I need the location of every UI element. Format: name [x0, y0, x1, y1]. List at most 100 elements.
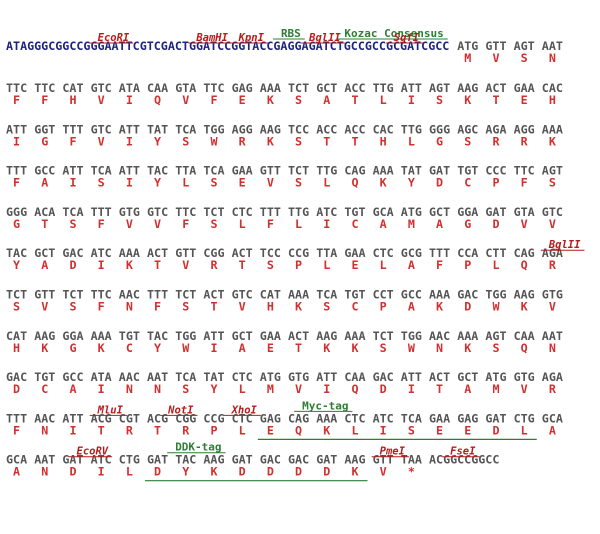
codon: CCG: [203, 411, 224, 425]
amino-acid: K: [464, 93, 471, 107]
amino-acid: I: [126, 93, 133, 107]
codon: CAG: [288, 411, 309, 425]
codon: GAA: [344, 246, 365, 260]
codon: AAA: [542, 122, 563, 136]
amino-acid: K: [436, 300, 443, 314]
amino-acid: Q: [351, 382, 358, 396]
amino-acid: Q: [521, 258, 528, 272]
amino-acid: R: [126, 423, 134, 437]
amino-acid: S: [492, 341, 499, 355]
amino-acid: I: [69, 423, 76, 437]
codon: AAT: [542, 329, 563, 343]
amino-acid: H: [380, 134, 387, 148]
amino-acid: M: [464, 51, 471, 65]
restriction-site: EcoRV: [77, 446, 109, 458]
amino-acid: V: [98, 93, 105, 107]
amino-acid: S: [267, 258, 274, 272]
amino-acid: M: [492, 382, 499, 396]
amino-acid: M: [267, 382, 274, 396]
amino-acid: V: [549, 300, 556, 314]
codon: TGT: [34, 370, 55, 384]
codon: GAA: [260, 329, 281, 343]
amino-acid: D: [492, 217, 499, 231]
codon: ACC: [316, 122, 337, 136]
codon: ATG: [485, 370, 506, 384]
amino-acid: V: [182, 258, 189, 272]
amino-acid: E: [239, 176, 246, 190]
codon: AGC: [457, 122, 478, 136]
amino-acid: D: [239, 465, 246, 479]
codon: AGA: [542, 370, 563, 384]
amino-acid: S: [182, 134, 189, 148]
amino-acid: S: [210, 176, 217, 190]
amino-acid: L: [323, 258, 330, 272]
codon: ATG: [260, 370, 281, 384]
codon: CCG: [288, 246, 309, 260]
codon: AAG: [514, 288, 535, 302]
codon: TTC: [34, 81, 55, 95]
codon: GCA: [6, 453, 27, 467]
amino-acid: A: [464, 382, 471, 396]
amino-acid: K: [549, 134, 556, 148]
codon: ATT: [62, 164, 83, 178]
codon: AAA: [119, 246, 140, 260]
codon: CTT: [485, 246, 506, 260]
amino-acid: R: [549, 382, 557, 396]
codon: GCC: [401, 288, 422, 302]
codon: AAT: [34, 453, 55, 467]
amino-acid: D: [464, 300, 471, 314]
codon: GTG: [542, 288, 563, 302]
codon: CTG: [119, 453, 140, 467]
amino-acid: A: [436, 217, 443, 231]
amino-acid: V: [295, 382, 302, 396]
codon: TAC: [175, 453, 196, 467]
codon: CTC: [373, 246, 394, 260]
codon: TTT: [260, 205, 281, 219]
codon: GGA: [62, 329, 83, 343]
amino-acid: Q: [154, 93, 161, 107]
amino-acid: K: [295, 300, 302, 314]
restriction-site: MluI: [97, 404, 124, 416]
codon: TTT: [6, 411, 27, 425]
amino-acid: T: [436, 382, 443, 396]
codon: TTC: [6, 81, 27, 95]
amino-acid: Y: [210, 382, 217, 396]
amino-acid: F: [98, 217, 105, 231]
amino-acid: K: [380, 176, 387, 190]
amino-acid: I: [323, 382, 330, 396]
codon: CAG: [514, 246, 535, 260]
amino-acid: N: [549, 51, 556, 65]
amino-acid: T: [154, 258, 161, 272]
codon: TTT: [91, 205, 112, 219]
amino-acid: C: [351, 217, 358, 231]
codon: GAA: [429, 411, 450, 425]
codon: AAA: [457, 329, 478, 343]
codon: TCA: [62, 205, 83, 219]
amino-acid: K: [323, 423, 330, 437]
codon: TCC: [288, 122, 309, 136]
amino-acid: C: [41, 382, 48, 396]
amino-acid: I: [408, 93, 415, 107]
amino-acid: I: [98, 382, 105, 396]
codon: ACT: [429, 370, 450, 384]
restriction-site: SgfI: [394, 32, 420, 44]
codon: GCC: [62, 370, 83, 384]
amino-acid: T: [323, 134, 330, 148]
amino-acid: K: [323, 341, 330, 355]
amino-acid: S: [436, 93, 443, 107]
restriction-site: BamHI: [195, 32, 228, 44]
codon: CTG: [514, 411, 535, 425]
codon: ACC: [344, 122, 365, 136]
amino-acid: E: [267, 423, 274, 437]
amino-acid: S: [380, 341, 387, 355]
codon: GAC: [288, 453, 309, 467]
codon: GCT: [429, 205, 450, 219]
amino-acid: S: [464, 134, 471, 148]
amino-acid: E: [521, 93, 528, 107]
amino-acid: F: [69, 134, 76, 148]
amino-acid: Y: [182, 465, 189, 479]
amino-acid: F: [182, 217, 189, 231]
amino-acid: L: [521, 423, 528, 437]
amino-acid: S: [13, 300, 20, 314]
codon: ATC: [91, 246, 112, 260]
